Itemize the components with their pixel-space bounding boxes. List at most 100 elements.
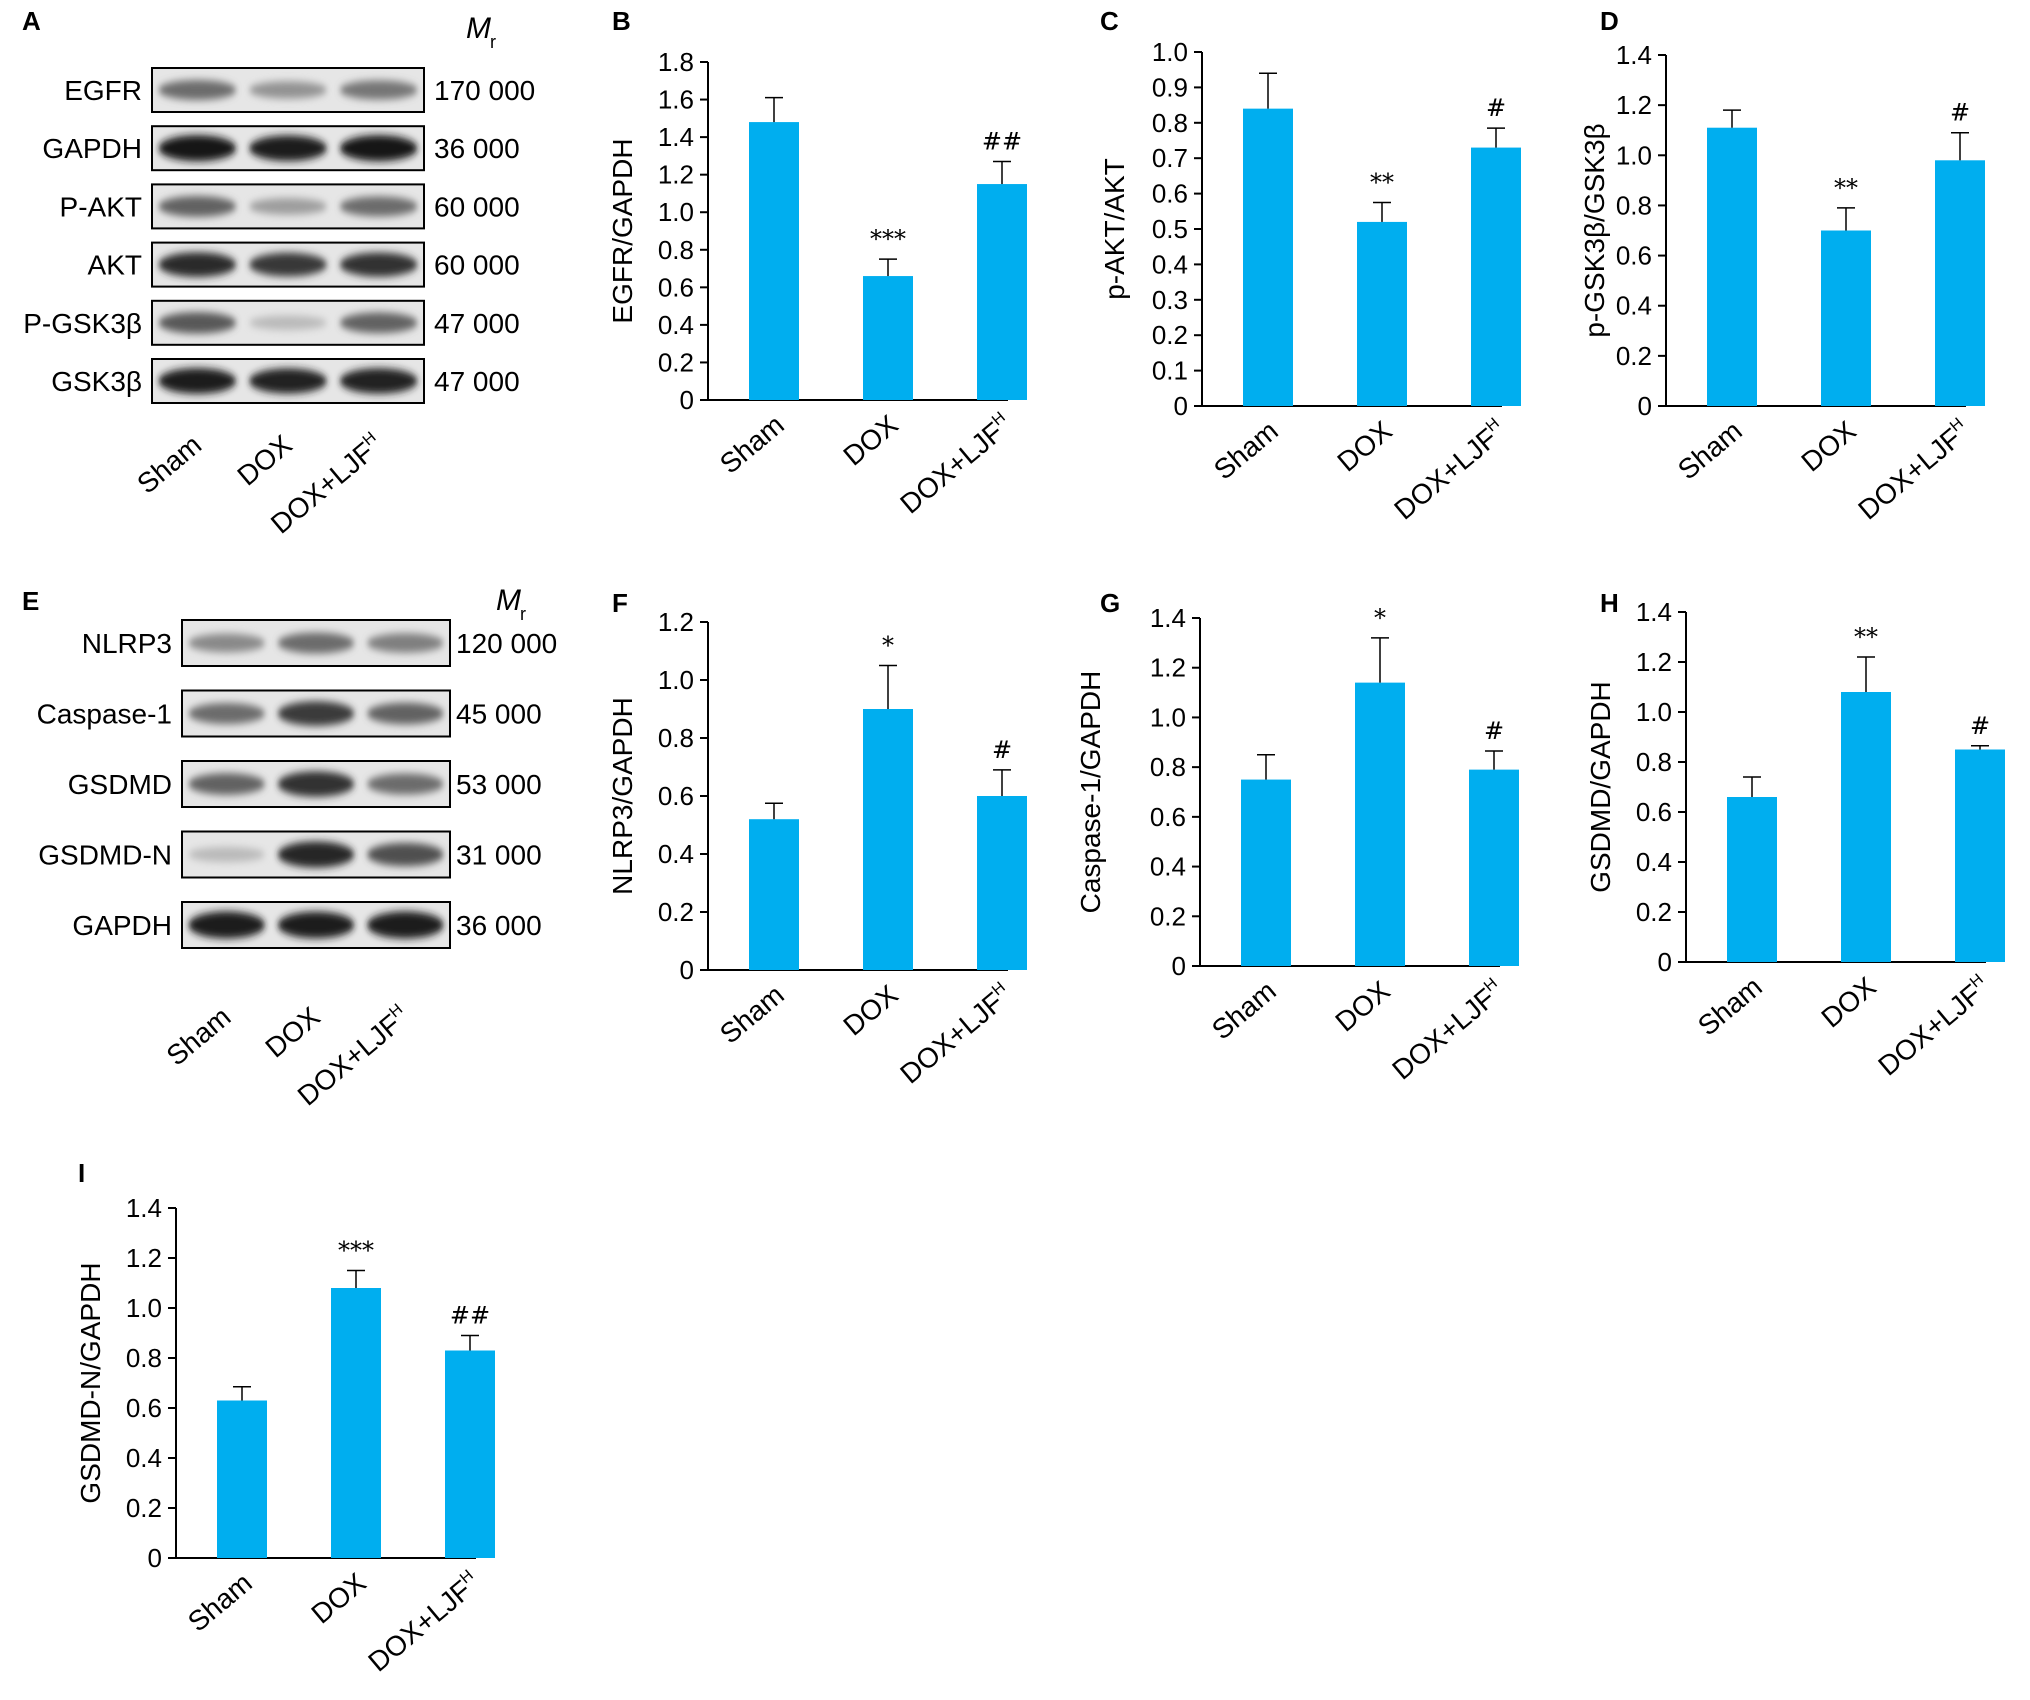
- blot-band: [158, 368, 237, 394]
- blot-band: [277, 911, 355, 939]
- blot-band: [158, 312, 237, 334]
- significance-marker: **: [1370, 168, 1394, 196]
- blot-row-label: P-AKT: [60, 191, 142, 222]
- blot-row-mr: 60 000: [434, 191, 520, 222]
- chart-panel-g: G 0 0.2 0.4 0.6 0.8 1.0 1.2 1.4 Caspase-1/GAPDH Sh…: [1075, 588, 1519, 1086]
- bar: [445, 1350, 495, 1558]
- significance-marker: **: [1854, 623, 1878, 651]
- y-tick-label: 1.0: [658, 197, 694, 227]
- x-category-label: Sham: [1672, 415, 1748, 486]
- blot-lane-label-text: Sham: [131, 429, 207, 500]
- mr-column-header: M: [466, 12, 491, 45]
- x-category-label-text: DOX+LJF: [894, 416, 1009, 519]
- y-tick-label: 0: [1658, 947, 1672, 977]
- panel-letter-b: B: [612, 6, 631, 36]
- significance-marker: #: [992, 736, 1012, 764]
- x-category-label-text: DOX: [305, 1567, 372, 1630]
- y-axis-label: GSDMD-N/GAPDH: [75, 1262, 106, 1503]
- y-tick-label: 0.8: [658, 723, 694, 753]
- y-tick-label: 0.1: [1152, 356, 1188, 386]
- y-tick-label: 1.0: [1152, 37, 1188, 67]
- blot-row-mr: 36 000: [456, 910, 542, 941]
- y-axis-label: p-GSK3β/GSK3β: [1579, 123, 1610, 337]
- significance-marker: ##: [450, 1302, 490, 1330]
- bar: [1241, 779, 1291, 966]
- blot-band: [277, 771, 355, 797]
- blot-row-mr: 47 000: [434, 366, 520, 397]
- x-category-label-text: Sham: [1692, 971, 1768, 1042]
- blot-lane-label-text: Sham: [161, 1001, 237, 1072]
- panel-letter-e: E: [22, 586, 39, 616]
- significance-marker: ##: [982, 128, 1022, 156]
- panel-letter-i: I: [78, 1158, 85, 1188]
- y-axis-label: NLRP3/GAPDH: [607, 697, 638, 895]
- blot-row: GSDMD-N 31 000: [38, 830, 542, 879]
- blot-row: GAPDH 36 000: [72, 901, 542, 949]
- blot-row-label: GSK3β: [51, 366, 142, 397]
- x-category-label-text: DOX: [837, 409, 904, 472]
- y-tick-label: 0.6: [658, 272, 694, 302]
- blot-band: [249, 252, 327, 277]
- blot-band: [188, 703, 266, 724]
- x-category-label: DOX: [1795, 415, 1862, 478]
- bar: [977, 184, 1027, 400]
- y-tick-label: 0: [680, 385, 694, 415]
- y-tick-label: 0.8: [1152, 108, 1188, 138]
- blot-band: [188, 911, 266, 939]
- x-category-label: Sham: [714, 409, 790, 480]
- blot-band: [277, 632, 355, 654]
- blot-row-mr: 47 000: [434, 308, 520, 339]
- blot-row: P-AKT 60 000: [60, 183, 520, 230]
- y-tick-label: 0.7: [1152, 143, 1188, 173]
- y-tick-label: 1.4: [1636, 597, 1672, 627]
- blot-row-label: GAPDH: [42, 133, 142, 164]
- y-tick-label: 0.2: [658, 897, 694, 927]
- y-tick-label: 0.4: [126, 1443, 162, 1473]
- blot-row: P-GSK3β 47 000: [23, 299, 520, 346]
- blot-band: [366, 911, 444, 939]
- x-category-label-text: Sham: [1672, 415, 1748, 486]
- blot-row-mr: 31 000: [456, 840, 542, 871]
- x-category-label-text: DOX+LJF: [894, 986, 1009, 1089]
- y-axis-label: GSDMD/GAPDH: [1585, 681, 1616, 893]
- y-tick-label: 0.8: [1616, 190, 1652, 220]
- y-axis-label: p-AKT/AKT: [1099, 158, 1130, 300]
- bar: [331, 1288, 381, 1558]
- blot-band: [366, 842, 444, 867]
- x-category-label: DOX+LJFH: [894, 979, 1018, 1090]
- y-tick-label: 1.2: [658, 607, 694, 637]
- blot-band: [158, 196, 237, 217]
- chart-panel-i: I 0 0.2 0.4 0.6 0.8 1.0 1.2 1.4 GSDMD-N/GAPDH Sham…: [75, 1158, 495, 1678]
- blot-row-label: P-GSK3β: [23, 308, 142, 339]
- x-category-label: DOX: [837, 409, 904, 472]
- blot-row: Caspase-1 45 000: [37, 689, 542, 738]
- y-tick-label: 0: [1172, 951, 1186, 981]
- chart-panel-b: B 0 0.2 0.4 0.6 0.8 1.0 1.2 1.4 1.6 1.8 EGFR/GAPDH S…: [607, 6, 1027, 520]
- blot-row-mr: 53 000: [456, 769, 542, 800]
- y-tick-label: 1.0: [658, 665, 694, 695]
- y-tick-label: 1.4: [658, 122, 694, 152]
- blot-row-mr: 36 000: [434, 133, 520, 164]
- blot-band: [366, 633, 444, 653]
- y-tick-label: 0: [680, 955, 694, 985]
- bar: [1355, 682, 1405, 966]
- x-category-label-text: Sham: [182, 1567, 258, 1638]
- x-category-label-text: DOX: [837, 979, 904, 1042]
- y-tick-label: 1.0: [1150, 702, 1186, 732]
- bar: [1469, 769, 1519, 966]
- x-category-label-text: DOX: [1331, 415, 1398, 478]
- x-category-label: DOX: [305, 1567, 372, 1630]
- blot-lane-label: Sham: [161, 1001, 237, 1072]
- panel-letter-f: F: [612, 588, 628, 618]
- blot-row-label: Caspase-1: [37, 699, 172, 730]
- mr-column-header-subscript: r: [520, 604, 526, 624]
- x-category-label: DOX+LJFH: [1872, 971, 1996, 1082]
- y-tick-label: 0: [1638, 391, 1652, 421]
- blot-row: AKT 60 000: [88, 241, 520, 288]
- blot-row-label: GSDMD-N: [38, 840, 172, 871]
- x-category-label: DOX: [1329, 975, 1396, 1038]
- mr-column-header-subscript: r: [490, 32, 496, 52]
- x-category-label-text: DOX+LJF: [362, 1574, 477, 1677]
- blot-band: [158, 252, 237, 277]
- blot-row: GSDMD 53 000: [68, 760, 542, 808]
